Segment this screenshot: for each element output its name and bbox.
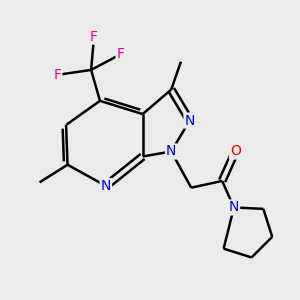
Text: N: N xyxy=(184,114,195,128)
Text: N: N xyxy=(100,179,111,193)
Text: N: N xyxy=(229,200,239,214)
Text: N: N xyxy=(166,145,176,158)
Text: F: F xyxy=(53,68,61,82)
Text: O: O xyxy=(230,145,241,158)
Text: F: F xyxy=(117,47,124,61)
Text: F: F xyxy=(90,30,98,44)
